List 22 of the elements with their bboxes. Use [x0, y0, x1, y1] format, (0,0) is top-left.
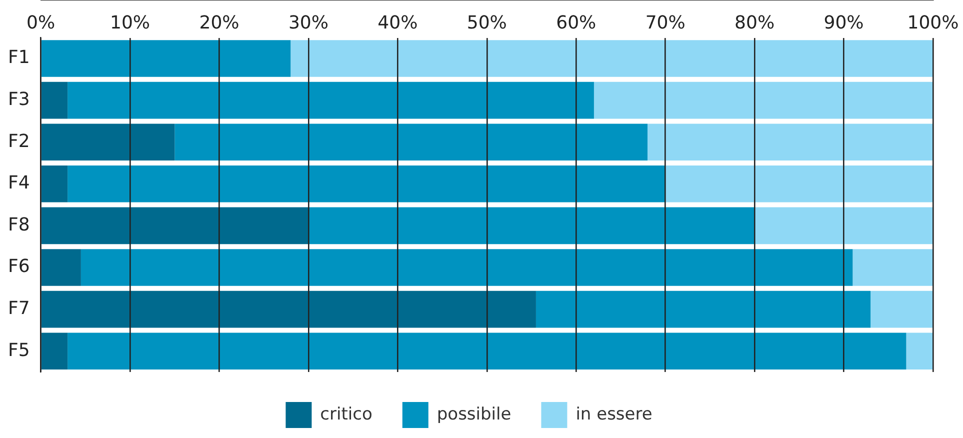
x-tick-label: 60% — [556, 12, 596, 34]
legend-label: possibile — [436, 404, 512, 424]
x-tick-label: 0% — [26, 12, 56, 34]
y-tick-label: F3 — [8, 88, 30, 110]
y-tick-label: F1 — [8, 47, 30, 68]
x-tick-label: 40% — [378, 12, 418, 34]
x-tick-label: 100% — [907, 12, 959, 34]
x-tick-label: 30% — [288, 12, 328, 34]
x-tick-label: 90% — [824, 12, 864, 34]
x-tick-label: 50% — [466, 12, 507, 34]
y-tick-label: F8 — [8, 214, 30, 236]
x-tick-label: 20% — [199, 12, 240, 34]
y-tick-label: F2 — [8, 130, 30, 152]
legend-label: in essere — [576, 404, 652, 424]
y-tick-label: F7 — [8, 298, 30, 319]
x-tick-label: 10% — [110, 12, 150, 34]
y-tick-label: F6 — [8, 256, 30, 278]
y-tick-label: F4 — [8, 172, 30, 194]
x-tick-label: 80% — [734, 12, 775, 34]
legend-label: critico — [320, 404, 372, 424]
x-tick-label: 70% — [645, 12, 686, 34]
y-tick-label: F5 — [8, 340, 30, 361]
